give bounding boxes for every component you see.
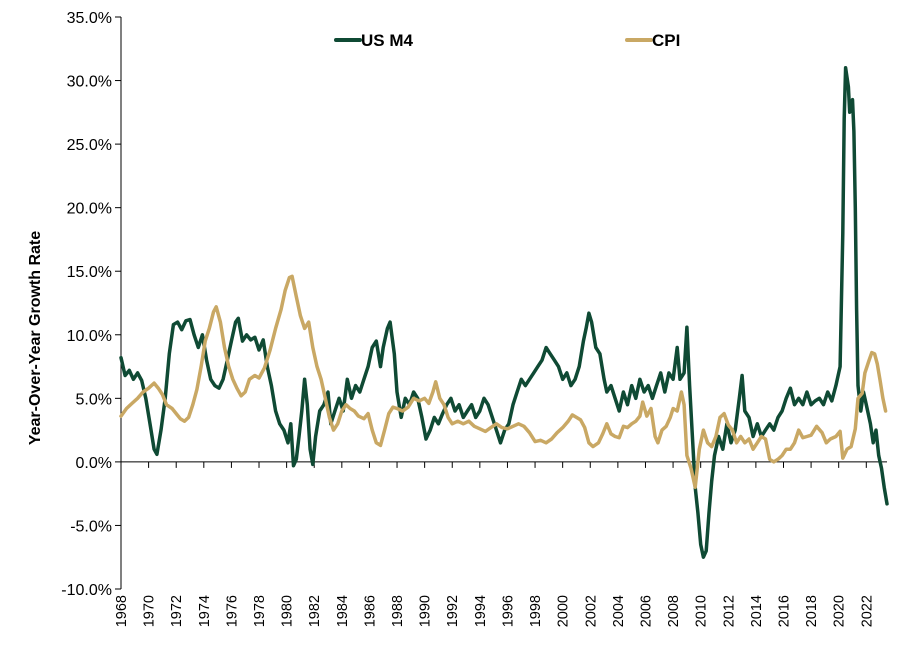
- x-tick-label: 2010: [694, 595, 710, 627]
- x-tick-label: 1992: [445, 595, 461, 627]
- y-tick-label: 30.0%: [67, 74, 112, 91]
- x-tick-label: 1988: [390, 595, 406, 627]
- y-tick-label: 15.0%: [67, 264, 112, 281]
- series-lines: [119, 66, 889, 559]
- legend: US M4 CPI: [334, 31, 680, 50]
- x-tick-label: 1972: [169, 595, 185, 627]
- x-tick-label: 2018: [804, 595, 820, 627]
- y-tick-label: 5.0%: [76, 391, 112, 408]
- x-tick-label: 1978: [252, 595, 268, 627]
- x-tick-label: 2012: [721, 595, 737, 627]
- x-tick-label: 1996: [500, 595, 516, 627]
- legend-label-cpi: CPI: [652, 31, 680, 50]
- x-tick-label: 1982: [307, 595, 323, 627]
- x-tick-label: 2002: [583, 595, 599, 627]
- x-tick-label: 1976: [224, 595, 240, 627]
- x-tick-label: 1984: [335, 595, 351, 627]
- series-line-cpi: [119, 274, 888, 490]
- x-tick-label: 1990: [418, 595, 434, 627]
- x-tick-label: 1974: [197, 595, 213, 627]
- y-tick-label: 20.0%: [67, 201, 112, 218]
- x-tick-label: 2016: [776, 595, 792, 627]
- x-tick-label: 1986: [362, 595, 378, 627]
- x-axis-ticks: 1968 1970 1972 1974 1976 1978 1980 1982 1984 1986…: [114, 461, 875, 627]
- x-tick-label: 1994: [473, 595, 489, 627]
- x-tick-label: 2008: [666, 595, 682, 627]
- y-tick-label: 25.0%: [67, 137, 112, 154]
- x-tick-label: 2006: [638, 595, 654, 627]
- x-tick-label: 2014: [749, 595, 765, 627]
- legend-label-us-m4: US M4: [361, 31, 414, 50]
- x-tick-label: 2000: [556, 595, 572, 627]
- y-tick-label: 10.0%: [67, 328, 112, 345]
- x-tick-label: 1980: [280, 595, 296, 627]
- y-axis-ticks: -10.0% -5.0% 0.0% 5.0% 10.0% 15.0% 20.0% 25.0% 3…: [61, 10, 121, 599]
- y-tick-label: -10.0%: [61, 582, 112, 599]
- y-tick-label: 35.0%: [67, 10, 112, 27]
- y-axis-label: Year-Over-Year Growth Rate: [27, 231, 44, 445]
- x-tick-label: 2020: [832, 595, 848, 627]
- x-tick-label: 2004: [611, 595, 627, 627]
- axes: [120, 17, 887, 589]
- x-tick-label: 1970: [142, 595, 158, 627]
- series-line-us-m4: [119, 66, 889, 559]
- x-tick-label: 1968: [114, 595, 130, 627]
- y-tick-label: 0.0%: [76, 455, 112, 472]
- x-tick-label: 2022: [859, 595, 875, 627]
- x-tick-label: 1998: [528, 595, 544, 627]
- y-tick-label: -5.0%: [70, 518, 112, 535]
